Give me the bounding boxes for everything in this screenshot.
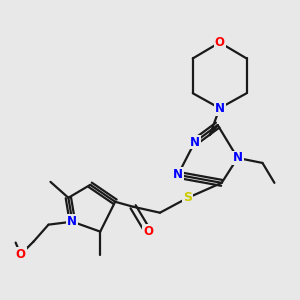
Text: O: O — [16, 248, 26, 261]
Text: N: N — [173, 168, 183, 182]
Text: N: N — [68, 215, 77, 228]
Text: N: N — [232, 152, 243, 164]
Text: N: N — [190, 136, 200, 148]
Text: O: O — [143, 225, 153, 238]
Text: N: N — [215, 102, 225, 115]
Text: S: S — [183, 191, 192, 204]
Text: O: O — [215, 36, 225, 49]
